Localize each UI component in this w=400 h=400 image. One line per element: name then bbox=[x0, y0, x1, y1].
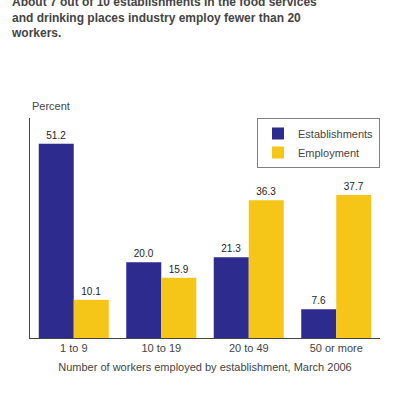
svg-text:20.0: 20.0 bbox=[134, 248, 154, 259]
svg-text:Number of workers employed by: Number of workers employed by establishm… bbox=[58, 361, 351, 373]
svg-text:Percent: Percent bbox=[32, 100, 70, 112]
svg-text:21.3: 21.3 bbox=[221, 243, 241, 254]
svg-text:20 to 49: 20 to 49 bbox=[229, 342, 269, 354]
svg-text:1 to 9: 1 to 9 bbox=[60, 342, 88, 354]
svg-text:36.3: 36.3 bbox=[256, 186, 276, 197]
svg-text:15.9: 15.9 bbox=[169, 264, 189, 275]
svg-text:50 or more: 50 or more bbox=[310, 342, 363, 354]
svg-text:About 7 out of 10 establishmen: About 7 out of 10 establishments in the … bbox=[11, 0, 317, 40]
svg-text:51.2: 51.2 bbox=[46, 130, 66, 141]
svg-text:37.7: 37.7 bbox=[344, 181, 364, 192]
svg-text:10.1: 10.1 bbox=[81, 286, 101, 297]
svg-text:7.6: 7.6 bbox=[312, 295, 326, 306]
svg-text:10 to 19: 10 to 19 bbox=[141, 342, 181, 354]
svg-text:Employment: Employment bbox=[298, 147, 359, 159]
svg-text:Establishments: Establishments bbox=[298, 128, 373, 140]
